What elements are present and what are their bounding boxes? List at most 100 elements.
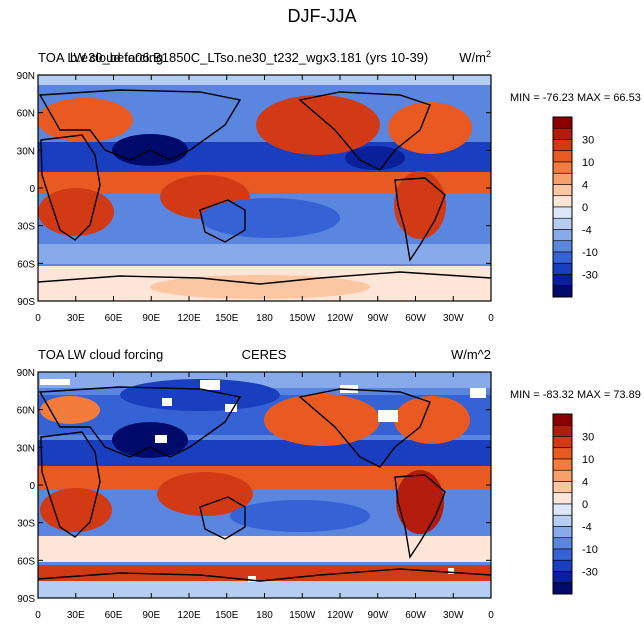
panel1-axes: 0 30E 60E 90E 120E 150E 180 150W 120W 90W 60W 30W 09…: [17, 71, 495, 324]
panel2-missing-g: [470, 388, 486, 398]
panel2-missing-i: [248, 576, 256, 582]
panel1-ytick-label: 60N: [17, 109, 35, 120]
panel2-xtick-label: 30E: [67, 610, 85, 621]
panel2-colorbar-swatch: [552, 458, 573, 471]
panel1-colorbar-swatch: [552, 262, 573, 275]
panel2-xtick-label: 60W: [405, 610, 426, 621]
panel1-colorbar: 30 10 4 0 -4 -10 -30: [552, 116, 598, 298]
panel2-south-pacific-warm: [230, 500, 370, 532]
panel1-ytick-label: 30N: [17, 146, 35, 157]
panel1-africa-south: [38, 188, 114, 236]
figure-title: DJF-JJA: [288, 6, 357, 26]
panel1-colorbar-swatch: [552, 217, 573, 230]
panel1-colorbar-swatch: [552, 195, 573, 208]
panel2-colorbar-swatch: [552, 447, 573, 460]
panel2-missing-f: [378, 410, 398, 422]
panel2-coast-south-america: [394, 474, 446, 559]
panel2-indonesia: [157, 472, 253, 516]
panel2-colorbar-swatch: [552, 559, 573, 572]
panel1-xtick-label: 180: [256, 313, 273, 324]
panel2-coast-australia: [199, 496, 246, 540]
panel2-xtick-label: 30W: [443, 610, 464, 621]
panel1-colorbar-swatch: [552, 240, 573, 253]
panel1-units-sup: 2: [486, 49, 491, 59]
panel1-coast-south-america: [394, 177, 446, 262]
panel2-xtick-label: 120W: [327, 610, 354, 621]
panel2-band-southern-ocean: [38, 536, 491, 562]
panel2-colorbar-label: 0: [582, 499, 588, 511]
panel2-units: W/m^2: [451, 347, 491, 362]
panel2-band-antarctic-ring: [38, 565, 491, 581]
panel1-xtick-label: 120W: [327, 313, 354, 324]
panel1-band-equator: [38, 172, 491, 194]
panel1-colorbar-swatch: [552, 206, 573, 219]
panel1-mexico: [345, 146, 405, 170]
panel1-xtick-label: 60W: [405, 313, 426, 324]
panel1-colorbar-swatch: [552, 285, 573, 298]
panel2-colorbar-swatch: [552, 514, 573, 527]
panel1-xtick-label: 30E: [67, 313, 85, 324]
panel2-xtick-label: 0: [35, 610, 41, 621]
panel2-xtick-label: 0: [488, 610, 494, 621]
panel1-ytick-label: 0: [29, 184, 35, 195]
panel2-map: [38, 372, 491, 598]
panel1-south-america: [394, 171, 446, 239]
panel2-ytick-label: 30S: [17, 519, 35, 530]
panel2-axes: 0 30E 60E 90E 120E 150E 180 150W 120W 90W 60W 30W 09…: [17, 368, 495, 621]
panel1-colorbar-swatch: [552, 116, 573, 129]
panel1-ytick-label: 30S: [17, 222, 35, 233]
panel2-ytick-label: 60S: [17, 556, 35, 567]
panel2-xtick-label: 90E: [142, 610, 160, 621]
panel-obs: TOA LW cloud forcing CERES W/m^2: [17, 347, 641, 621]
panel2-xtick-label: 60E: [105, 610, 123, 621]
panel2-missing-j: [40, 379, 70, 385]
panel1-coast-eurasia: [38, 89, 242, 161]
panel2-missing-a: [200, 380, 220, 390]
panel1-colorbar-label: 0: [582, 202, 588, 214]
panel1-colorbar-label: -30: [582, 270, 598, 282]
panel1-colorbar-label: -4: [582, 225, 592, 237]
panel1-colorbar-swatch: [552, 184, 573, 197]
panel2-ytick-label: 90N: [17, 368, 35, 379]
panel1-ytick-label: 90N: [17, 71, 35, 82]
panel2-ytick-label: 0: [29, 481, 35, 492]
panel2-colorbar-swatch: [552, 548, 573, 561]
panel1-antarctic-ross: [150, 275, 370, 299]
panel1-colorbar-frame: [552, 116, 573, 298]
panel1-north-pacific: [256, 95, 380, 155]
panel1-xtick-label: 150W: [289, 313, 316, 324]
panel1-title-left: TOA LW cloud forcing: [38, 50, 163, 65]
panel1-coast-antarctica: [38, 271, 491, 285]
panel1-units: W/m2: [459, 49, 491, 65]
panel1-north-atlantic: [388, 102, 472, 154]
panel2-missing-h: [448, 568, 454, 574]
panel1-colorbar-label: -10: [582, 247, 598, 259]
panel1-xtick-label: 0: [488, 313, 494, 324]
panel2-africa-south: [40, 488, 112, 532]
panel2-north-pacific: [264, 394, 380, 446]
panel2-missing-c: [225, 404, 237, 412]
panel2-tibet: [112, 422, 188, 458]
panel1-xtick-label: 60E: [105, 313, 123, 324]
panel1-ytick-label: 60S: [17, 259, 35, 270]
panel2-south-america: [396, 470, 444, 534]
panel2-missing-d: [155, 435, 167, 443]
panel2-title-left: TOA LW cloud forcing: [38, 347, 163, 362]
panel2-colorbar-swatch: [552, 571, 573, 584]
panel2-ytick-label: 30N: [17, 443, 35, 454]
panel2-colorbar-swatch: [552, 492, 573, 505]
panel2-colorbar-swatch: [552, 481, 573, 494]
panel1-title-center: b.e30_beta06.B1850C_LTso.ne30_t232_wgx3.…: [70, 50, 428, 65]
panel2-colorbar-swatch: [552, 537, 573, 550]
panel-model: TOA LW cloud forcing b.e30_beta06.B1850C…: [17, 49, 641, 324]
panel2-colorbar-swatch: [552, 436, 573, 449]
panel2-coast-eurasia: [38, 386, 242, 458]
panel2-colorbar-label: 4: [582, 477, 588, 489]
panel1-band-southern-ocean: [38, 244, 491, 264]
panel2-title-center: CERES: [242, 347, 287, 362]
panel2-europe: [40, 396, 100, 424]
panel1-xtick-label: 90E: [142, 313, 160, 324]
panel2-xtick-label: 150W: [289, 610, 316, 621]
panel1-xtick-label: 0: [35, 313, 41, 324]
